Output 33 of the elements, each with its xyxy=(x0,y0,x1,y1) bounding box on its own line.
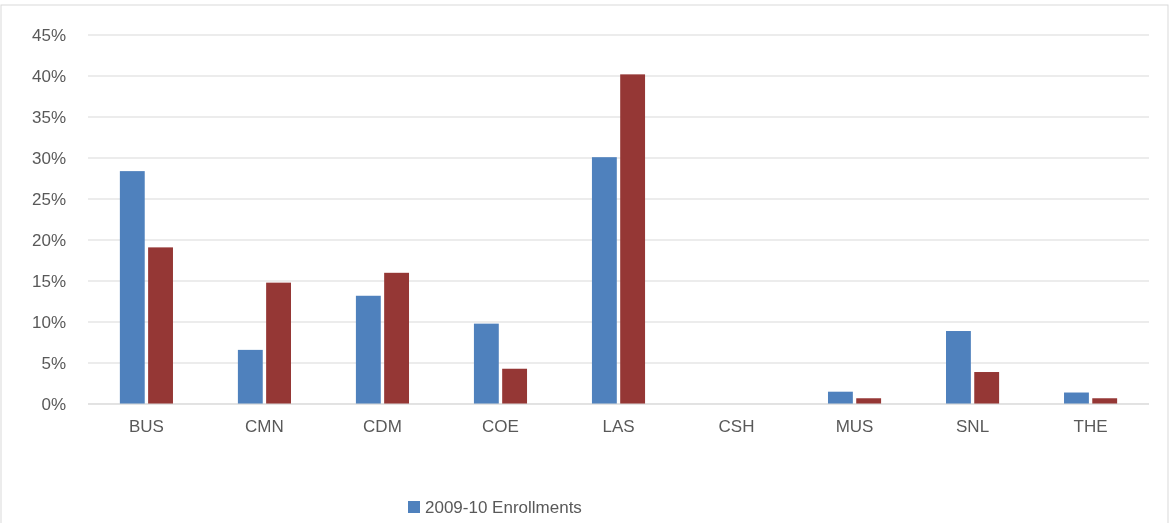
bar xyxy=(946,331,971,404)
bar xyxy=(502,368,528,404)
x-tick-label: CMN xyxy=(245,417,284,436)
y-tick-label: 5% xyxy=(41,353,66,373)
bar xyxy=(827,391,853,404)
x-tick-label: THE xyxy=(1073,417,1108,436)
bar xyxy=(620,74,646,404)
x-tick-label: COE xyxy=(482,417,519,436)
y-tick-label: 30% xyxy=(31,148,66,168)
legend-label: 2009-10 Enrollments xyxy=(425,497,582,517)
bar xyxy=(237,349,263,404)
bar xyxy=(473,323,499,404)
y-tick-label: 20% xyxy=(31,230,66,250)
bar xyxy=(591,157,617,404)
x-tick-label: CSH xyxy=(718,417,755,436)
bar xyxy=(384,272,410,404)
x-tick-label: SNL xyxy=(956,417,990,436)
y-tick-label: 10% xyxy=(31,312,66,332)
bar xyxy=(355,295,381,404)
x-tick-label: BUS xyxy=(128,417,164,436)
y-tick-label: 15% xyxy=(31,271,66,291)
bar xyxy=(119,171,145,404)
y-tick-label: 40% xyxy=(31,66,66,86)
bar xyxy=(148,247,173,404)
y-tick-label: 25% xyxy=(31,189,66,209)
bar xyxy=(974,372,1000,404)
y-tick-label: 0% xyxy=(41,394,66,414)
y-tick-label: 45% xyxy=(31,25,66,45)
x-tick-label: MUS xyxy=(835,417,874,436)
y-tick-label: 35% xyxy=(31,107,66,127)
x-tick-label: LAS xyxy=(602,417,635,436)
x-tick-label: CDM xyxy=(363,417,402,436)
bar xyxy=(266,282,291,404)
